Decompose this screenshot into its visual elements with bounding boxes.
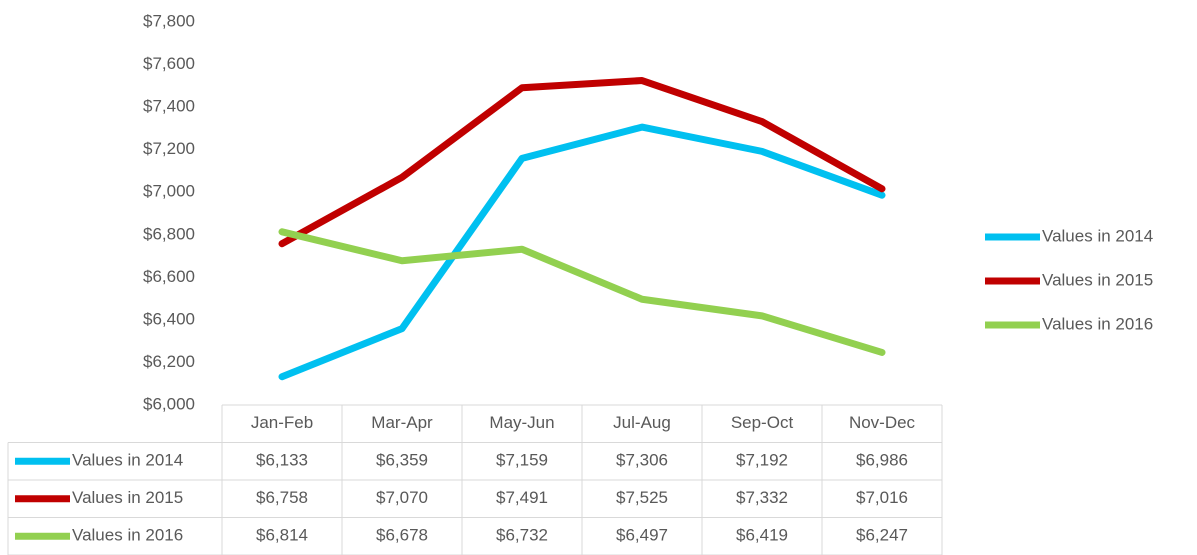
legend-label: Values in 2014 [1042,226,1153,245]
table-cell: $7,525 [616,488,668,507]
table-cell: $6,678 [376,526,428,545]
table-row-label: Values in 2014 [72,451,183,470]
table-cell: $7,306 [616,451,668,470]
y-tick-label: $7,800 [143,11,195,30]
table-cell: $6,247 [856,526,908,545]
y-tick-label: $7,000 [143,182,195,201]
series-line [278,228,886,356]
table-cell: $6,758 [256,488,308,507]
table-cell: $7,016 [856,488,908,507]
y-tick-label: $7,400 [143,97,195,116]
table-cell: $7,159 [496,451,548,470]
legend-label: Values in 2015 [1042,270,1153,289]
series-line [278,77,886,248]
legend-label: Values in 2016 [1042,314,1153,333]
table-cell: $7,070 [376,488,428,507]
x-tick-label: Nov-Dec [849,413,916,432]
table-cell: $6,133 [256,451,308,470]
table-cell: $6,814 [256,526,308,545]
x-tick-label: Jul-Aug [613,413,671,432]
table-cell: $6,359 [376,451,428,470]
x-tick-label: May-Jun [489,413,554,432]
y-tick-label: $7,600 [143,54,195,73]
table-cell: $6,986 [856,451,908,470]
y-tick-label: $6,400 [143,309,195,328]
y-tick-label: $6,800 [143,224,195,243]
table-cell: $6,497 [616,526,668,545]
table-cell: $7,332 [736,488,788,507]
x-tick-label: Mar-Apr [371,413,433,432]
table-cell: $7,192 [736,451,788,470]
x-tick-label: Sep-Oct [731,413,794,432]
table-cell: $6,419 [736,526,788,545]
y-tick-label: $6,000 [143,394,195,413]
table-row-label: Values in 2015 [72,488,183,507]
y-tick-label: $6,600 [143,267,195,286]
table-row-label: Values in 2016 [72,526,183,545]
x-tick-label: Jan-Feb [251,413,313,432]
y-tick-label: $7,200 [143,139,195,158]
table-cell: $7,491 [496,488,548,507]
table-cell: $6,732 [496,526,548,545]
y-tick-label: $6,200 [143,352,195,371]
series-line [278,123,886,381]
